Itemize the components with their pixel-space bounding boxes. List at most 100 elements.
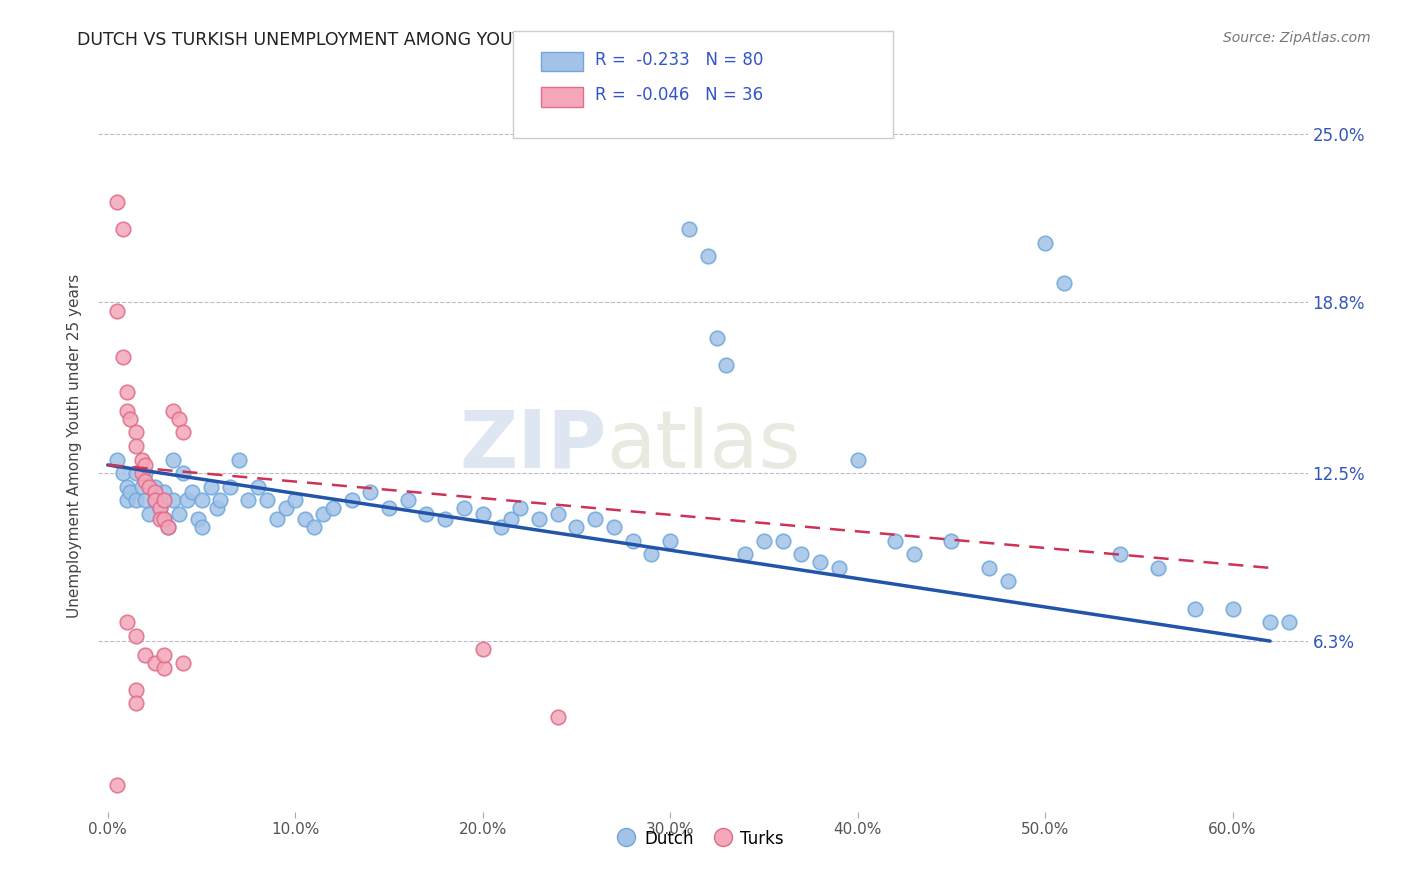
Point [527, 512, 550, 526]
Point [246, 480, 269, 494]
Point [499, 512, 522, 526]
Y-axis label: Unemployment Among Youth under 25 years: Unemployment Among Youth under 25 years [67, 274, 83, 618]
Text: R =  -0.046   N = 36: R = -0.046 N = 36 [595, 87, 763, 104]
Point [134, 458, 156, 472]
Point [772, 533, 794, 548]
Point [172, 466, 194, 480]
Point [977, 561, 1000, 575]
Point [274, 501, 297, 516]
Point [143, 493, 166, 508]
Point [143, 493, 166, 508]
Point [111, 350, 134, 364]
Point [162, 493, 184, 508]
Point [1278, 615, 1301, 629]
Point [156, 520, 179, 534]
Point [167, 507, 190, 521]
Point [125, 439, 148, 453]
Point [238, 493, 260, 508]
Point [138, 480, 160, 494]
Point [115, 404, 138, 418]
Point [120, 412, 142, 426]
Point [105, 778, 128, 792]
Point [153, 648, 176, 662]
Point [941, 533, 963, 548]
Point [509, 501, 531, 516]
Point [359, 485, 381, 500]
Point [125, 425, 148, 440]
Point [187, 512, 209, 526]
Text: R =  -0.233   N = 80: R = -0.233 N = 80 [595, 51, 763, 69]
Point [153, 485, 176, 500]
Point [153, 512, 176, 526]
Point [190, 520, 212, 534]
Point [125, 697, 148, 711]
Point [659, 533, 682, 548]
Point [547, 507, 569, 521]
Point [716, 358, 738, 372]
Point [105, 452, 128, 467]
Point [621, 533, 644, 548]
Point [312, 507, 335, 521]
Point [603, 520, 626, 534]
Point [1146, 561, 1168, 575]
Point [115, 384, 138, 399]
Point [190, 493, 212, 508]
Text: atlas: atlas [606, 407, 800, 485]
Text: ZIP: ZIP [458, 407, 606, 485]
Point [131, 466, 153, 480]
Point [134, 466, 156, 480]
Point [884, 533, 907, 548]
Point [734, 547, 756, 561]
Point [115, 480, 138, 494]
Point [125, 493, 148, 508]
Point [143, 480, 166, 494]
Point [547, 710, 569, 724]
Point [434, 512, 457, 526]
Point [1258, 615, 1281, 629]
Point [752, 533, 775, 548]
Point [828, 561, 851, 575]
Point [125, 629, 148, 643]
Point [115, 615, 138, 629]
Point [322, 501, 344, 516]
Point [115, 493, 138, 508]
Point [396, 493, 419, 508]
Point [181, 485, 204, 500]
Point [1053, 277, 1076, 291]
Point [111, 222, 134, 236]
Point [378, 501, 401, 516]
Point [218, 480, 240, 494]
Point [120, 485, 142, 500]
Point [111, 466, 134, 480]
Legend: Dutch, Turks: Dutch, Turks [616, 823, 790, 855]
Point [205, 501, 228, 516]
Point [294, 512, 316, 526]
Point [149, 501, 172, 516]
Point [1184, 601, 1206, 615]
Point [471, 642, 494, 657]
Point [696, 249, 718, 263]
Point [167, 412, 190, 426]
Point [640, 547, 662, 561]
Point [340, 493, 363, 508]
Point [153, 661, 176, 675]
Point [256, 493, 278, 508]
Point [491, 520, 513, 534]
Point [1033, 235, 1056, 250]
Point [131, 452, 153, 467]
Point [583, 512, 606, 526]
Point [846, 452, 869, 467]
Point [143, 485, 166, 500]
Point [149, 512, 172, 526]
Point [125, 682, 148, 697]
Point [153, 512, 176, 526]
Point [149, 501, 172, 516]
Point [200, 480, 222, 494]
Point [134, 493, 156, 508]
Point [284, 493, 307, 508]
Point [131, 480, 153, 494]
Point [176, 493, 198, 508]
Point [228, 452, 250, 467]
Point [162, 404, 184, 418]
Point [1109, 547, 1132, 561]
